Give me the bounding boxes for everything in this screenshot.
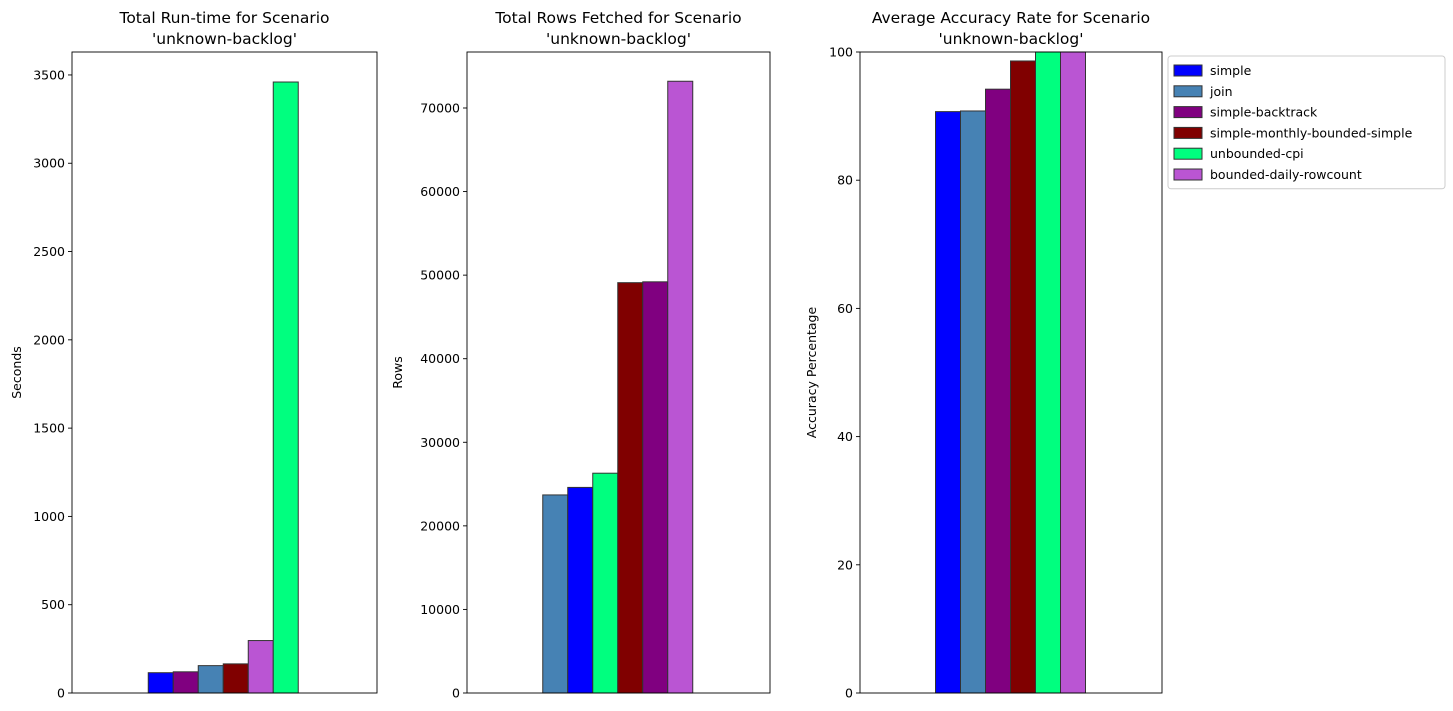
y-tick-label: 30000 bbox=[420, 435, 460, 450]
y-tick-label: 3500 bbox=[33, 67, 65, 82]
y-tick-label: 3000 bbox=[33, 156, 65, 171]
bar-unbounded-cpi bbox=[1035, 51, 1061, 694]
legend-swatch-simple bbox=[1173, 64, 1203, 77]
y-tick-label: 500 bbox=[41, 597, 65, 612]
y-tick-label: 80 bbox=[837, 173, 853, 188]
bar-unbounded-cpi bbox=[592, 472, 619, 694]
y-tick-label: 60000 bbox=[420, 184, 460, 199]
axes-frame bbox=[466, 51, 771, 694]
chart-subtitle: 'unknown-backlog' bbox=[546, 30, 691, 48]
y-tick-label: 20 bbox=[837, 557, 853, 572]
y-tick-label: 40 bbox=[837, 429, 853, 444]
y-axis-label: Accuracy Percentage bbox=[804, 307, 819, 439]
y-tick-label: 100 bbox=[829, 45, 853, 60]
y-tick-label: 0 bbox=[57, 686, 65, 701]
bar-simple-monthly-bounded-simple bbox=[1010, 60, 1036, 694]
bar-simple-monthly-bounded-simple bbox=[222, 663, 249, 694]
legend: simple join simple-backtrack simple-monthly… bbox=[1167, 55, 1446, 190]
legend-swatch-bounded-daily-rowcount bbox=[1173, 168, 1203, 181]
axes-frame bbox=[71, 51, 378, 694]
legend-entry-simple-backtrack: simple-backtrack bbox=[1210, 105, 1318, 120]
y-tick-label: 1500 bbox=[33, 421, 65, 436]
y-tick-label: 50000 bbox=[420, 268, 460, 283]
bar-bounded-daily-rowcount bbox=[1060, 51, 1086, 694]
chart-title: Total Run-time for Scenario bbox=[118, 9, 329, 27]
y-tick-label: 1000 bbox=[33, 509, 65, 524]
axes-frame bbox=[859, 51, 1163, 694]
legend-entry-simple: simple bbox=[1210, 63, 1252, 78]
bar-unbounded-cpi bbox=[272, 81, 299, 694]
legend-swatch-simple-backtrack bbox=[1173, 106, 1203, 119]
legend-swatch-join bbox=[1173, 85, 1203, 98]
bar-bounded-daily-rowcount bbox=[247, 640, 274, 694]
legend-entry-unbounded-cpi: unbounded-cpi bbox=[1210, 146, 1304, 161]
bar-bounded-daily-rowcount bbox=[667, 80, 694, 694]
legend-entry-join: join bbox=[1209, 84, 1233, 99]
y-tick-label: 0 bbox=[452, 686, 460, 701]
y-tick-label: 20000 bbox=[420, 518, 460, 533]
y-tick-label: 40000 bbox=[420, 351, 460, 366]
chart-panel-2: 0 10000 20000 30000 40000 50000 60000 70000 Tota… bbox=[390, 9, 771, 701]
y-tick-label: 2500 bbox=[33, 244, 65, 259]
bar-join bbox=[542, 494, 569, 694]
bar-join bbox=[960, 110, 986, 694]
bar-simple-monthly-bounded-simple bbox=[617, 282, 644, 694]
legend-entry-bounded-daily-rowcount: bounded-daily-rowcount bbox=[1210, 167, 1362, 182]
chart-title: Total Rows Fetched for Scenario bbox=[494, 9, 741, 27]
bar-simple bbox=[147, 672, 174, 694]
legend-entry-simple-monthly-bounded-simple: simple-monthly-bounded-simple bbox=[1210, 125, 1413, 140]
bar-simple-backtrack bbox=[172, 671, 199, 694]
bar-simple-backtrack bbox=[642, 281, 669, 694]
legend-swatch-unbounded-cpi bbox=[1173, 147, 1203, 160]
chart-title: Average Accuracy Rate for Scenario bbox=[872, 9, 1150, 27]
bar-simple-backtrack bbox=[985, 88, 1011, 694]
chart-panel-1: 0 500 1000 1500 2000 2500 3000 3500 Total Run-ti… bbox=[9, 9, 378, 701]
bar-join bbox=[197, 665, 224, 694]
bar-simple bbox=[935, 111, 961, 694]
y-axis-label: Seconds bbox=[9, 346, 24, 399]
y-tick-label: 10000 bbox=[420, 602, 460, 617]
chart-subtitle: 'unknown-backlog' bbox=[152, 30, 297, 48]
y-axis-label: Rows bbox=[390, 356, 405, 389]
legend-swatch-simple-monthly-bounded-simple bbox=[1173, 126, 1203, 139]
y-tick-label: 70000 bbox=[420, 100, 460, 115]
y-tick-label: 60 bbox=[837, 301, 853, 316]
chart-panel-3: 0 20 40 60 80 100 Average Accuracy Rate for Sc… bbox=[804, 9, 1163, 701]
bar-simple bbox=[567, 486, 594, 694]
y-tick-label: 0 bbox=[845, 686, 853, 701]
legend-box bbox=[1167, 55, 1446, 190]
y-tick-label: 2000 bbox=[33, 332, 65, 347]
chart-subtitle: 'unknown-backlog' bbox=[938, 30, 1083, 48]
